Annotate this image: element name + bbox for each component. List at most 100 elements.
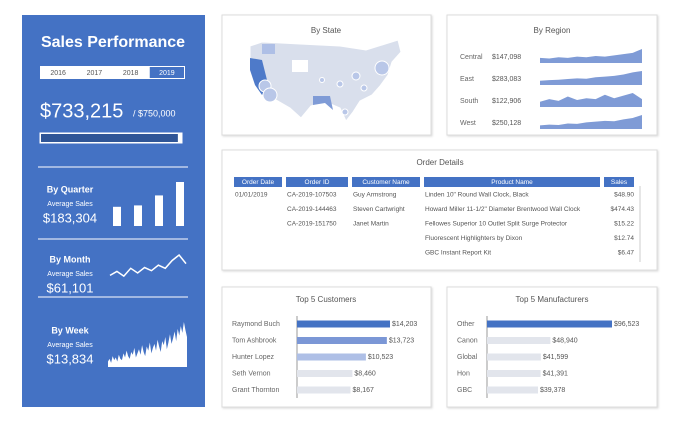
quarter-bar — [176, 182, 184, 226]
table-cell: Howard Miller 11-1/2" Diameter Brentwood… — [425, 206, 581, 213]
section-subtitle: Average Sales — [47, 271, 93, 278]
sidebar-title: Sales Performance — [41, 34, 185, 51]
bar-label: $8,167 — [352, 387, 374, 394]
bar-label: $41,391 — [543, 370, 568, 377]
bar — [487, 337, 551, 344]
table-header: Customer Name — [362, 179, 410, 186]
us-map — [249, 39, 402, 122]
region-name: South — [460, 98, 478, 105]
section-title: By Quarter — [47, 184, 94, 194]
table-cell: 01/01/2019 — [235, 192, 268, 199]
year-selector — [40, 66, 185, 79]
table-cell: CA-2019-107503 — [287, 192, 337, 199]
region-sparkline — [540, 115, 642, 129]
bar-category: Global — [457, 354, 478, 361]
map-bubble — [262, 87, 278, 103]
region-value: $122,906 — [492, 98, 521, 105]
year-option[interactable]: 2016 — [50, 70, 66, 77]
bar — [297, 386, 351, 394]
bar-label: $48,940 — [552, 337, 577, 344]
table-cell: $48.90 — [614, 192, 634, 199]
section-average: $13,834 — [47, 351, 94, 366]
map-bubble — [319, 77, 325, 83]
bar-label: $14,203 — [392, 321, 417, 328]
orders-panel — [221, 149, 658, 271]
bar-category: Grant Thornton — [232, 387, 279, 394]
progress-fill — [41, 134, 178, 142]
bar-category: Seth Vernon — [232, 370, 271, 377]
bar-category: GBC — [457, 387, 472, 394]
region-name: West — [460, 120, 476, 127]
table-cell: Fluorescent Highlighters by Dixon — [425, 235, 523, 242]
table-header: Sales — [611, 179, 628, 186]
bar-label: $41,599 — [543, 354, 568, 361]
map-state — [313, 96, 333, 110]
bar — [297, 320, 390, 328]
year-option[interactable]: 2018 — [123, 70, 139, 77]
month-line — [109, 253, 187, 278]
bar-label: $13,723 — [389, 337, 414, 344]
bar-label: $96,523 — [614, 321, 639, 328]
bar-category: Tom Ashbrook — [232, 337, 277, 344]
total-sales: $733,215 — [40, 100, 123, 122]
year-selected[interactable] — [149, 67, 184, 78]
bar — [487, 353, 541, 361]
table-cell: Janet Martin — [353, 221, 389, 228]
quarter-bar — [134, 205, 142, 226]
table-header-cell — [352, 177, 420, 187]
table-cell: Linden 10" Round Wall Clock, Black — [425, 192, 529, 199]
table-header-cell — [286, 177, 348, 187]
bar-label: $8,460 — [354, 370, 376, 377]
table-cell: $12.74 — [614, 235, 634, 242]
table-cell: $474.43 — [611, 206, 635, 213]
panel-title: By Region — [534, 26, 571, 35]
section-subtitle: Average Sales — [47, 342, 93, 349]
bar-label: $39,378 — [540, 387, 565, 394]
section-title: By Month — [50, 254, 91, 264]
year-option[interactable]: 2017 — [87, 70, 103, 77]
bar-category: Canon — [457, 337, 478, 344]
panel-title: By State — [311, 26, 342, 35]
table-header-cell — [234, 177, 282, 187]
section-average: $183,304 — [43, 210, 97, 225]
table-cell: Steven Cartwright — [353, 206, 405, 213]
bar-category: Raymond Buch — [232, 321, 280, 328]
map-shape — [249, 39, 402, 122]
map-bubble — [351, 71, 361, 81]
map-bubble — [341, 108, 349, 116]
region-sparkline — [540, 49, 642, 63]
panel-title: Top 5 Customers — [296, 295, 356, 304]
table-cell: CA-2019-151750 — [287, 221, 337, 228]
table-header-cell — [424, 177, 600, 187]
table-header-cell — [604, 177, 634, 187]
region-value: $283,083 — [492, 76, 521, 83]
bar — [297, 353, 366, 361]
section-subtitle: Average Sales — [47, 201, 93, 208]
table-header: Order ID — [305, 179, 330, 186]
bar-category: Hunter Lopez — [232, 354, 275, 361]
bar — [487, 386, 538, 394]
year-option[interactable]: 2019 — [159, 70, 175, 77]
map-bubble — [360, 84, 368, 92]
table-cell: Guy Armstrong — [353, 192, 397, 199]
region-value: $147,098 — [492, 54, 521, 61]
region-sparkline — [540, 71, 642, 85]
map-state — [292, 60, 308, 72]
region-sparkline — [540, 93, 642, 107]
bar-label: $10,523 — [368, 354, 393, 361]
region-value: $250,128 — [492, 120, 521, 127]
table-cell: GBC Instant Report Kit — [425, 250, 491, 257]
section-average: $61,101 — [47, 280, 94, 295]
table-cell: $6.47 — [618, 250, 635, 257]
panel-title: Top 5 Manufacturers — [516, 295, 589, 304]
map-bubble — [374, 60, 390, 76]
panel-title: Order Details — [416, 158, 463, 167]
table-header: Order Date — [242, 179, 275, 186]
week-area — [108, 322, 187, 367]
region-name: East — [460, 76, 474, 83]
table-cell: Fellowes Superior 10 Outlet Split Surge … — [425, 221, 568, 228]
bar — [487, 370, 541, 377]
bar — [297, 337, 387, 344]
